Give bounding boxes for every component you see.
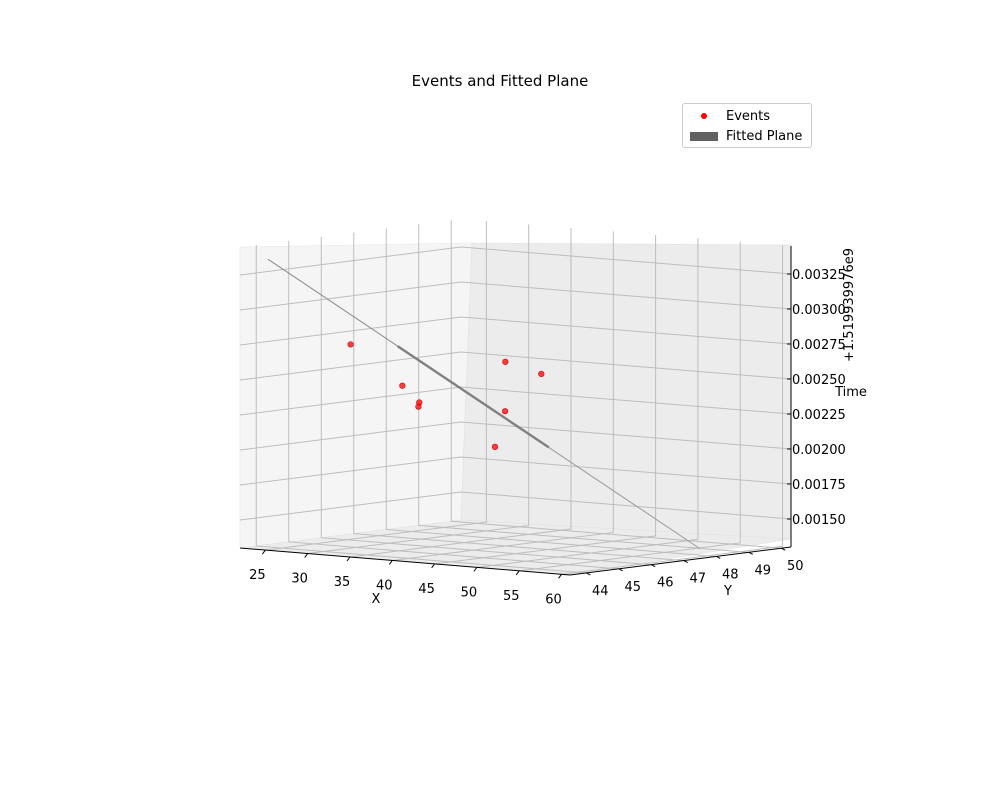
y-tick-labels: 44 45 46 47 48 49 50 [586,547,804,599]
event-point-1 [502,358,509,365]
y-tick-label-2: 46 [657,576,674,591]
y-tick-label-4: 48 [722,567,739,582]
z-tick-label-1: 0.00175 [792,478,846,493]
z-tick-label-7: 0.00325 [792,268,846,283]
y-tick-mark-0 [586,572,591,576]
x-tick-mark-0 [261,549,266,555]
z-offset-label: +1.519939976e9 [842,248,857,362]
event-point-6 [501,408,509,415]
legend-marker-fitted-plane [689,131,719,141]
legend-label-fitted-plane: Fitted Plane [726,128,803,144]
z-tick-label-2: 0.00200 [792,443,846,458]
x-tick-label-6: 55 [503,589,520,604]
x-axis-label: X [372,592,381,607]
x-tick-mark-1 [304,553,309,558]
z-gridline-6 [239,281,792,311]
x-tick-mark-5 [473,567,478,572]
x-tick-labels: 25 30 35 40 45 50 55 60 [249,549,562,607]
z-tick-label-0: 0.00150 [792,513,846,528]
x-tick-label-0: 25 [249,568,266,583]
event-point-3 [538,370,545,378]
y-tick-mark-4 [716,556,721,559]
y-tick-label-3: 47 [689,572,706,587]
z-tick-label-3: 0.00225 [792,408,846,423]
z-gridline-4 [239,351,792,381]
x-tick-mark-6 [515,570,520,576]
legend-entry-events: Events [689,107,770,125]
chart-title: Events and Fitted Plane [411,72,589,90]
pane-back-left [239,242,473,549]
event-point-7 [491,443,499,450]
z-gridline-7 [239,246,792,276]
fitted-plane-edge-left [267,258,398,347]
event-point-0 [347,341,354,348]
event-point-2 [399,382,406,389]
z-tick-label-5: 0.00275 [792,338,846,353]
x-tick-mark-2 [346,556,351,562]
x-tick-label-3: 40 [376,578,393,593]
z-tick-label-6: 0.00300 [792,303,846,318]
legend-entry-fitted-plane: Fitted Plane [689,127,802,145]
z-tick-labels: 0.00150 0.00175 0.00200 0.00225 0.00250 0.002… [787,268,846,528]
x-gridline-0 [265,221,487,551]
x-tick-label-4: 45 [418,582,435,597]
axis-lines [239,246,792,576]
y-gridline-3 [353,232,684,562]
y-gridline-5 [418,224,749,553]
event-point-5 [415,403,422,410]
y-axis-label: Y [723,584,732,599]
y-gridline-2 [320,236,652,566]
grid-lines [239,220,792,575]
y-tick-label-5: 49 [754,563,771,578]
y-tick-mark-1 [618,568,623,572]
events-series [347,341,545,450]
x-gridline-7 [561,245,784,575]
y-gridline-1 [288,240,619,570]
z-gridline-3 [239,386,792,416]
z-gridline-0 [239,491,792,521]
x-gridline-4 [434,234,657,565]
y-tick-label-6: 50 [787,559,804,574]
x-axis-line [239,547,571,576]
y-tick-label-1: 45 [624,580,641,595]
z-axis-label: Time [834,385,867,400]
legend-marker-events [689,113,719,119]
y-tick-mark-6 [781,547,786,551]
legend-label-events: Events [726,108,771,124]
x-gridline-6 [519,241,741,572]
y-gridline-0 [255,244,587,574]
x-tick-mark-3 [388,560,393,565]
z-gridline-2 [239,421,792,451]
z-gridline-1 [239,456,792,486]
x-tick-label-5: 50 [461,585,478,600]
fitted-plane-body [396,345,550,449]
x-tick-mark-7 [558,574,562,579]
y-tick-label-0: 44 [592,584,609,599]
y-tick-mark-3 [683,560,688,564]
fitted-plane [267,258,701,550]
x-tick-mark-4 [431,563,436,569]
x-tick-label-1: 30 [291,572,308,587]
x-gridline-2 [349,228,572,558]
y-gridline-4 [385,228,717,557]
z-gridline-5 [239,316,792,346]
x-gridline-5 [476,238,699,568]
x-gridline-3 [392,231,614,561]
x-tick-label-7: 60 [545,592,562,607]
fitted-plane-edge-right [548,446,701,550]
y-axis-line [569,546,792,576]
x-tick-label-2: 35 [334,575,351,590]
y-tick-mark-2 [651,564,656,568]
y-tick-mark-5 [748,551,753,555]
x-gridline-1 [307,224,530,555]
z-tick-label-4: 0.00250 [792,373,846,388]
legend: Events Fitted Plane [682,103,812,148]
y-gridline-6 [450,220,782,549]
